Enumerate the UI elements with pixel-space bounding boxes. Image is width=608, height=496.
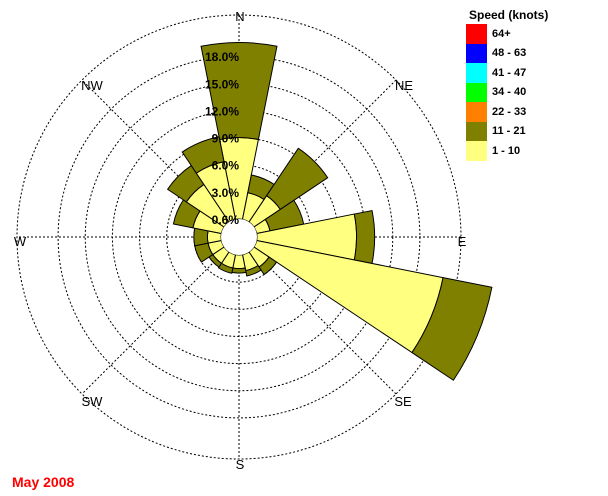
legend-item: 1 - 10: [466, 141, 606, 161]
direction-label-sw: SW: [82, 394, 104, 409]
ring-labels: 0.6% 3.0% 6.0% 9.0% 12.0% 15.0% 18.0%: [205, 50, 239, 227]
legend-item: 48 - 63: [466, 43, 606, 63]
petal-SE-bin-1: [258, 256, 278, 276]
direction-label-ne: NE: [395, 78, 413, 93]
grid-spoke-1: [81, 79, 397, 395]
petal-E-bin-1: [353, 209, 376, 265]
legend: Speed (knots) 64+ 48 - 63 41 - 47 34 - 40 22…: [466, 8, 606, 161]
legend-swatch: [466, 63, 487, 83]
direction-label-s: S: [236, 457, 245, 472]
petal-NNW-bin-1: [181, 136, 225, 174]
petals: [166, 42, 493, 381]
legend-swatch: [466, 102, 487, 122]
petal-SSE-bin-1: [245, 264, 262, 277]
legend-label: 11 - 21: [492, 125, 526, 138]
legend-swatch: [466, 141, 487, 161]
direction-label-nw: NW: [81, 78, 103, 93]
petal-S-bin-1: [231, 267, 247, 274]
petal-SSW-bin-1: [217, 262, 234, 274]
ring-label: 18.0%: [205, 50, 239, 64]
direction-label-n: N: [235, 9, 244, 24]
ring-label: 6.0%: [212, 159, 240, 173]
direction-label-w: W: [14, 234, 27, 249]
ring-label: 12.0%: [205, 104, 239, 118]
ring-label: 9.0%: [212, 132, 240, 146]
legend-swatch: [466, 43, 487, 63]
direction-label-e: E: [458, 234, 467, 249]
legend-item: 64+: [466, 24, 606, 44]
legend-label: 48 - 63: [492, 47, 527, 60]
legend-swatch: [466, 82, 487, 102]
legend-title: Speed (knots): [469, 8, 549, 22]
ring-label: 0.6%: [212, 213, 240, 227]
ring-label: 15.0%: [205, 77, 239, 91]
caption: May 2008: [12, 474, 75, 490]
petal-ESE-bin-1: [411, 277, 493, 381]
legend-label: 41 - 47: [492, 66, 527, 79]
legend-label: 22 - 33: [492, 105, 527, 118]
petal-NE-bin-1: [265, 147, 329, 211]
calm-circle: [221, 219, 257, 255]
legend-item: 22 - 33: [466, 102, 606, 122]
direction-labels: N NE E SE S SW W NW: [14, 9, 467, 472]
petal-N-bin-1: [200, 42, 278, 141]
legend-item: 41 - 47: [466, 63, 606, 83]
legend-swatch: [466, 121, 487, 141]
legend-item: 34 - 40: [466, 82, 606, 102]
legend-label: 34 - 40: [492, 86, 527, 99]
legend-label: 64+: [492, 27, 511, 40]
ring-label: 3.0%: [212, 186, 240, 200]
direction-label-se: SE: [394, 394, 412, 409]
legend-item: 11 - 21: [466, 121, 606, 141]
legend-swatch: [466, 24, 487, 44]
legend-label: 1 - 10: [492, 144, 521, 157]
